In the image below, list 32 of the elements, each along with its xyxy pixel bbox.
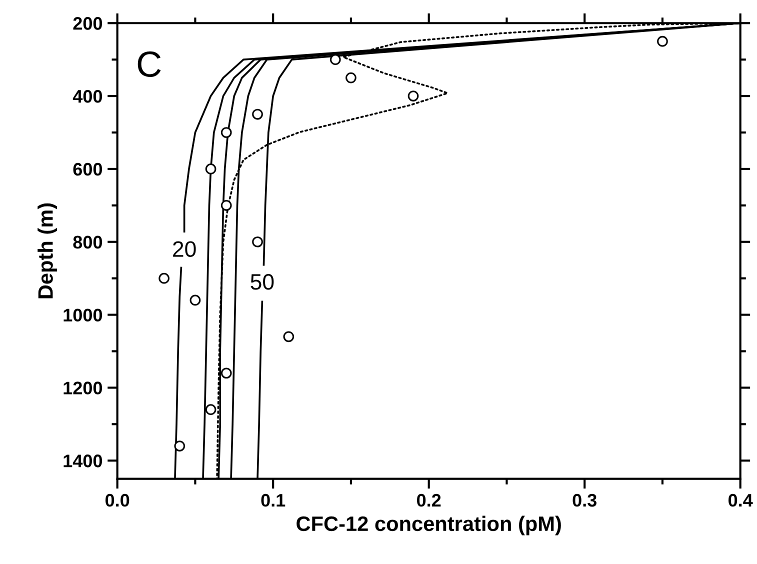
- point: [205, 404, 216, 415]
- y-tick-label: 1200: [64, 382, 102, 394]
- x-tick-label: 0.0: [106, 494, 130, 507]
- point: [174, 440, 186, 452]
- point: [220, 200, 232, 211]
- y-tick-label: 400: [72, 90, 102, 103]
- annotation: 50: [250, 274, 274, 290]
- y-tick-label: 800: [73, 236, 102, 249]
- x-tick-label: 0.3: [572, 494, 596, 507]
- y-tick-label: 1400: [64, 454, 102, 468]
- point: [346, 72, 356, 84]
- point: [220, 368, 232, 379]
- point: [158, 272, 170, 284]
- point: [220, 127, 232, 138]
- point: [657, 36, 668, 47]
- point: [190, 294, 201, 306]
- point: [252, 108, 263, 120]
- x-tick-label: 0.2: [417, 494, 441, 507]
- y-tick-label: 600: [73, 162, 102, 176]
- point: [283, 331, 294, 342]
- point: [205, 164, 216, 174]
- y-tick-label: 200: [73, 17, 102, 30]
- annotation: C: [138, 51, 161, 77]
- point: [330, 54, 341, 66]
- x-axis-title: CFC-12 concentration (pM): [296, 516, 561, 536]
- x-tick-label: 0.1: [261, 494, 286, 507]
- y-axis-title: Depth (m): [38, 203, 58, 298]
- x-tick-label: 0.4: [728, 494, 753, 507]
- y-tick-label: 1000: [64, 308, 102, 322]
- point: [408, 90, 419, 102]
- annotation: 20: [173, 241, 196, 257]
- point: [252, 236, 263, 248]
